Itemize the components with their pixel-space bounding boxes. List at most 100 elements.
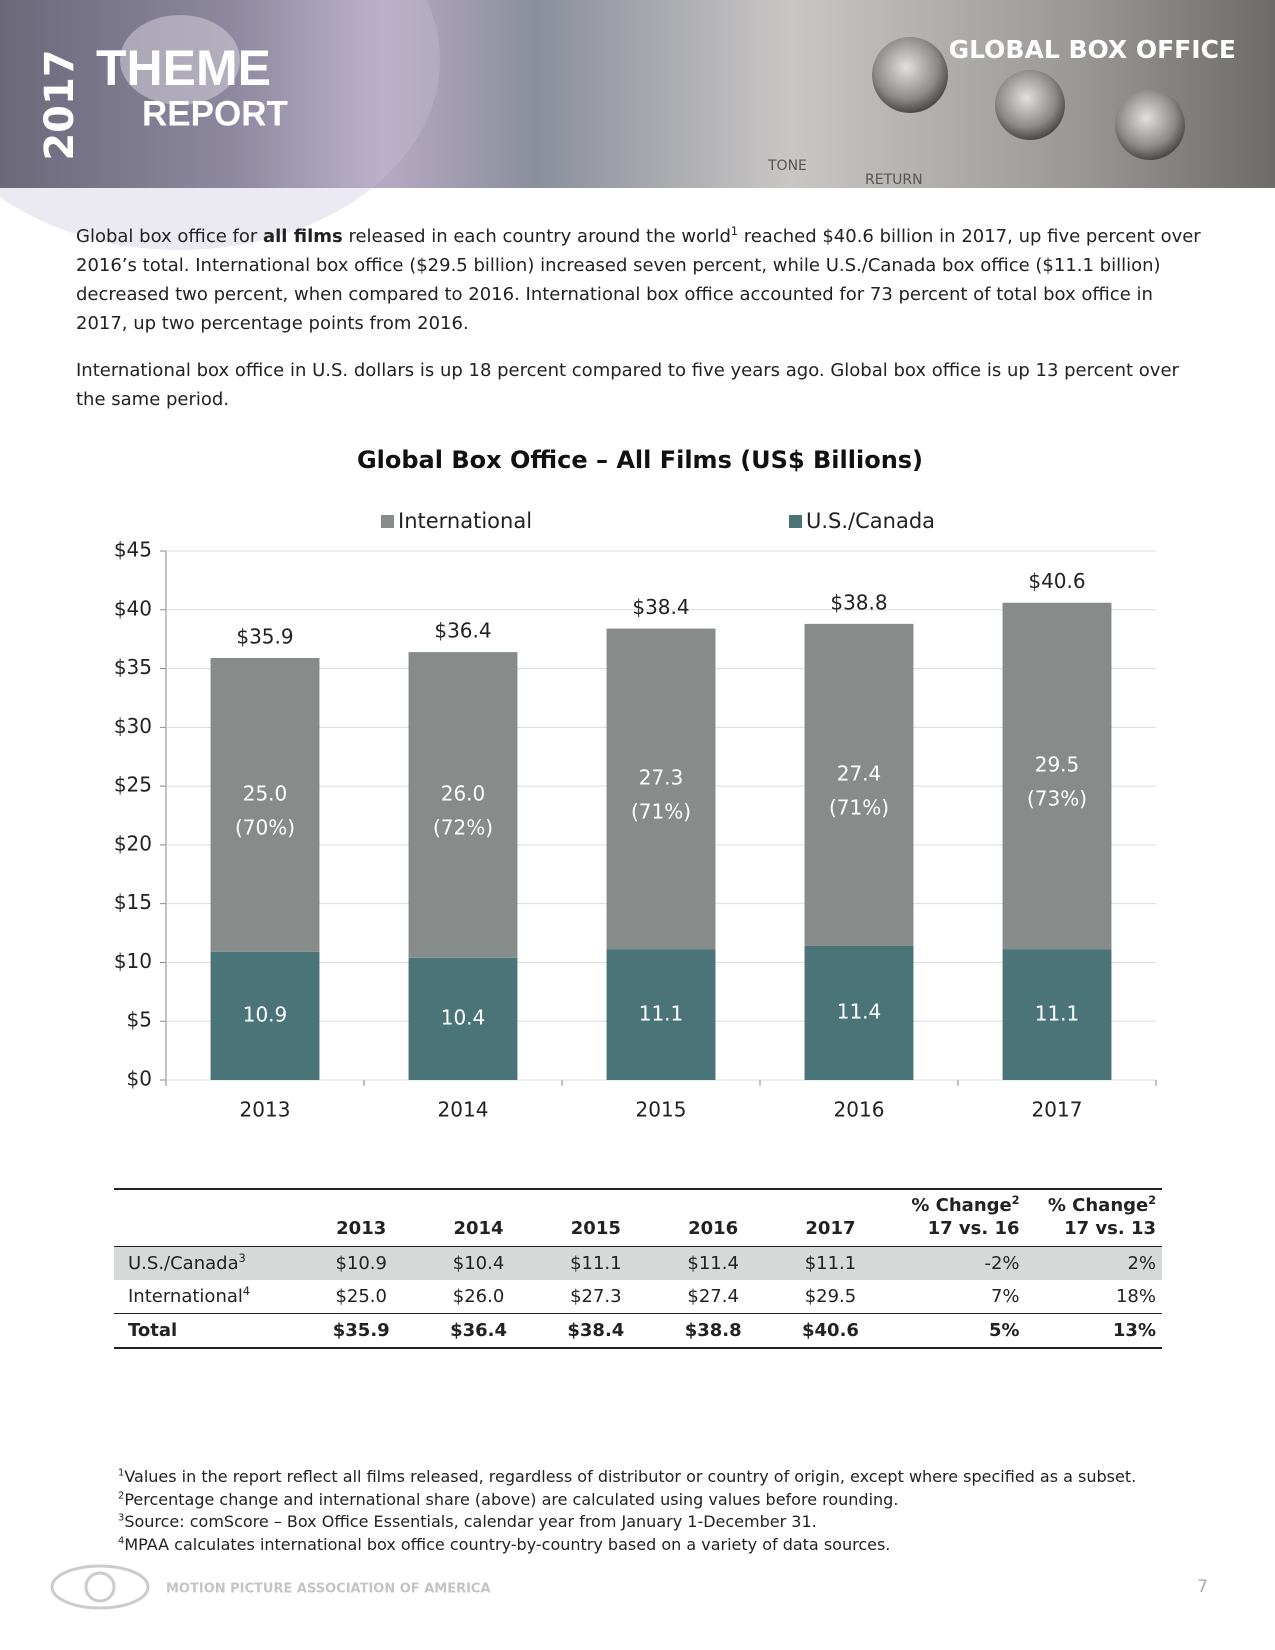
total-label: $38.8 bbox=[830, 590, 887, 614]
x-tick-label: 2013 bbox=[240, 1098, 291, 1122]
y-tick-label: $35 bbox=[114, 655, 152, 679]
table-cell: 5% bbox=[988, 1320, 1020, 1341]
table-cell: 2% bbox=[1127, 1253, 1156, 1274]
table-cell: $27.4 bbox=[687, 1286, 739, 1307]
header-subtext: 17 vs. 16 bbox=[927, 1218, 1020, 1239]
y-tick-label: $30 bbox=[114, 714, 152, 738]
footnotes: 1Values in the report reflect all films … bbox=[118, 1466, 1136, 1556]
table-cell: 13% bbox=[1112, 1320, 1156, 1341]
page-number: 7 bbox=[1197, 1577, 1208, 1597]
footnote-text: Source: comScore – Box Office Essentials… bbox=[124, 1512, 817, 1531]
bar-value-label: 27.3 bbox=[639, 766, 684, 790]
header-text: 2017 bbox=[805, 1218, 856, 1239]
x-tick-label: 2014 bbox=[438, 1098, 489, 1122]
bar-value-label: 10.9 bbox=[243, 1002, 288, 1026]
y-tick-label: $45 bbox=[114, 538, 152, 562]
bar-value-label: 29.5 bbox=[1035, 753, 1080, 777]
row-label: U.S./Canada3 bbox=[114, 1247, 303, 1281]
bar-value-label: 27.4 bbox=[837, 761, 882, 785]
photo-label: TONE bbox=[767, 158, 807, 174]
disc-hub bbox=[120, 15, 240, 105]
table-cell: $10.4 bbox=[452, 1253, 505, 1274]
footnote-ref: 1 bbox=[730, 225, 738, 238]
table-cell: 7% bbox=[990, 1286, 1020, 1307]
header-cell: % Change2 17 vs. 16 bbox=[889, 1189, 1025, 1247]
paragraph: International box office in U.S. dollars… bbox=[76, 356, 1206, 414]
x-tick-label: 2017 bbox=[1032, 1098, 1083, 1122]
table-row: International4 $25.0 $26.0 $27.3 $27.4 $29.5 7… bbox=[114, 1280, 1162, 1314]
header-cell: % Change2 17 vs. 13 bbox=[1026, 1189, 1162, 1247]
table-row: Total $35.9 $36.4 $38.4 $38.8 $40.6 5% 13% bbox=[114, 1314, 1162, 1348]
table-cell: $29.5 bbox=[804, 1286, 857, 1307]
total-label: $36.4 bbox=[434, 619, 491, 643]
table-cell: $27.3 bbox=[570, 1286, 622, 1307]
legend-label: International bbox=[398, 509, 532, 533]
footnote-text: Percentage change and international shar… bbox=[124, 1489, 899, 1509]
header: TONE RETURN 2017 THEME REPORT GLOBAL BOX… bbox=[0, 0, 1275, 250]
knob bbox=[872, 37, 948, 113]
footnote-text: Values in the report reflect all films r… bbox=[124, 1467, 1137, 1486]
footnote-ref: 2 bbox=[1011, 1194, 1020, 1207]
header-text: % Change bbox=[1047, 1195, 1149, 1216]
legend-label: U.S./Canada bbox=[806, 509, 935, 533]
text: International box office in U.S. dollars… bbox=[76, 360, 1179, 410]
section-title: GLOBAL BOX OFFICE bbox=[949, 35, 1236, 64]
emphasis: all films bbox=[262, 226, 343, 247]
logo-mark bbox=[84, 1571, 116, 1603]
table-cell: -2% bbox=[984, 1253, 1020, 1274]
text: released in each country around the worl… bbox=[342, 226, 731, 247]
table-cell: $26.0 bbox=[452, 1286, 505, 1307]
bar-value-label: 11.1 bbox=[639, 1001, 684, 1025]
text: Global box office for bbox=[76, 226, 263, 247]
bar-segment bbox=[606, 628, 716, 950]
footnote-mark: 4 bbox=[118, 1535, 125, 1547]
header-title: THEME bbox=[96, 40, 271, 96]
knob bbox=[1115, 90, 1185, 160]
photo-label: RETURN bbox=[865, 172, 923, 188]
footnote: 1Values in the report reflect all films … bbox=[118, 1466, 1136, 1489]
header-text: % Change bbox=[911, 1195, 1012, 1216]
footnote-ref: 2 bbox=[1148, 1194, 1156, 1207]
logo-mark bbox=[50, 1564, 150, 1610]
table-cell: 18% bbox=[1115, 1286, 1156, 1307]
data-table: 2013 2014 2015 2016 2017% Change2 17 vs. 16% … bbox=[114, 1188, 1162, 1349]
footnote: 4MPAA calculates international box offic… bbox=[118, 1534, 1136, 1557]
y-tick-label: $25 bbox=[114, 773, 152, 797]
header-year: 2017 bbox=[37, 49, 83, 160]
header-text: 2015 bbox=[570, 1218, 621, 1239]
bar-segment bbox=[210, 951, 320, 1080]
bar-segment bbox=[408, 957, 518, 1080]
row-label-text: Total bbox=[128, 1320, 178, 1341]
share-label: (71%) bbox=[631, 800, 691, 824]
bar-segment bbox=[606, 949, 716, 1080]
y-tick-label: $0 bbox=[127, 1067, 152, 1091]
header-text: 2016 bbox=[688, 1218, 739, 1239]
header-text: 2013 bbox=[336, 1218, 387, 1239]
bar-segment bbox=[1002, 602, 1112, 950]
bar-value-label: 10.4 bbox=[441, 1005, 486, 1029]
footnote-ref: 3 bbox=[238, 1252, 246, 1265]
y-tick-label: $5 bbox=[127, 1008, 152, 1032]
table-cell: $11.1 bbox=[570, 1253, 622, 1274]
x-tick-label: 2015 bbox=[636, 1098, 687, 1122]
header-subtext: 17 vs. 13 bbox=[1064, 1218, 1156, 1239]
header-cell bbox=[114, 1189, 303, 1247]
bar-segment bbox=[1002, 949, 1112, 1080]
footnote-mark: 2 bbox=[118, 1490, 125, 1502]
bar-value-label: 25.0 bbox=[243, 781, 288, 805]
footnote-ref: 4 bbox=[242, 1285, 250, 1298]
x-tick-label: 2016 bbox=[834, 1098, 885, 1122]
knob bbox=[995, 70, 1065, 140]
table-cell: $35.9 bbox=[332, 1320, 390, 1341]
table-cell: $38.8 bbox=[684, 1320, 742, 1341]
footer: MOTION PICTURE ASSOCIATION OF AMERICA 7 bbox=[50, 1564, 1208, 1610]
table-cell: $38.4 bbox=[567, 1320, 625, 1341]
footnote: 2Percentage change and international sha… bbox=[118, 1489, 1136, 1512]
bar-segment bbox=[408, 652, 518, 958]
share-label: (71%) bbox=[829, 795, 889, 819]
table-cell: $40.6 bbox=[802, 1320, 859, 1341]
text: reached $40.6 billion in 2017, up five p… bbox=[76, 226, 1201, 334]
legend-swatch bbox=[789, 515, 802, 528]
